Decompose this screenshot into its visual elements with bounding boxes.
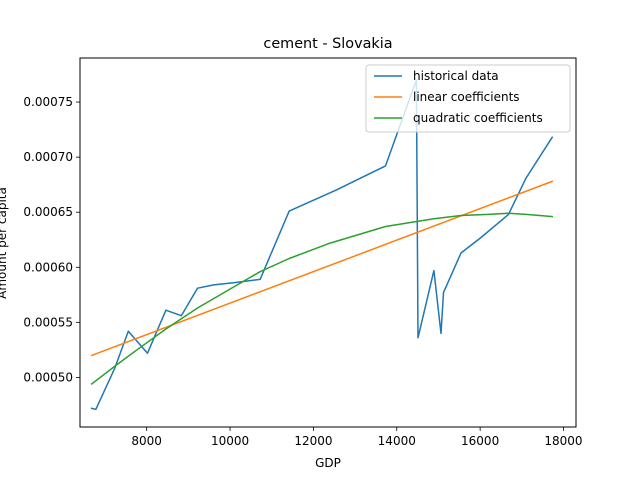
legend-label-0: historical data bbox=[413, 69, 499, 83]
y-tick-label: 0.00065 bbox=[23, 205, 73, 219]
x-tick-label: 8000 bbox=[131, 434, 162, 448]
x-tick-label: 12000 bbox=[294, 434, 332, 448]
series-line-0 bbox=[90, 79, 554, 411]
y-axis: 0.00050 0.00055 0.00060 0.00065 0.00070 0.000… bbox=[23, 95, 80, 384]
legend: historical data linear coefficients quadra… bbox=[365, 64, 571, 133]
x-tick-label: 16000 bbox=[461, 434, 499, 448]
y-tick-label: 0.00070 bbox=[23, 150, 73, 164]
legend-label-2: quadratic coefficients bbox=[413, 111, 543, 125]
plot-lines bbox=[90, 79, 554, 411]
y-tick-label: 0.00050 bbox=[23, 370, 73, 384]
chart-title: cement - Slovakia bbox=[263, 36, 392, 52]
plot-frame bbox=[79, 57, 577, 428]
y-tick-label: 0.00075 bbox=[23, 95, 73, 109]
y-axis-label: Amount per capita bbox=[0, 187, 9, 299]
y-tick-label: 0.00060 bbox=[23, 260, 73, 274]
series-line-2 bbox=[90, 212, 554, 386]
x-tick-label: 18000 bbox=[544, 434, 582, 448]
x-tick-label: 14000 bbox=[378, 434, 416, 448]
series-line-1 bbox=[90, 180, 554, 357]
legend-box bbox=[365, 64, 571, 133]
y-tick-label: 0.00055 bbox=[23, 315, 73, 329]
legend-label-1: linear coefficients bbox=[413, 90, 520, 104]
x-axis-label: GDP bbox=[315, 456, 341, 470]
x-tick-label: 10000 bbox=[211, 434, 249, 448]
x-axis: 8000 10000 12000 14000 16000 18000 bbox=[131, 427, 583, 448]
